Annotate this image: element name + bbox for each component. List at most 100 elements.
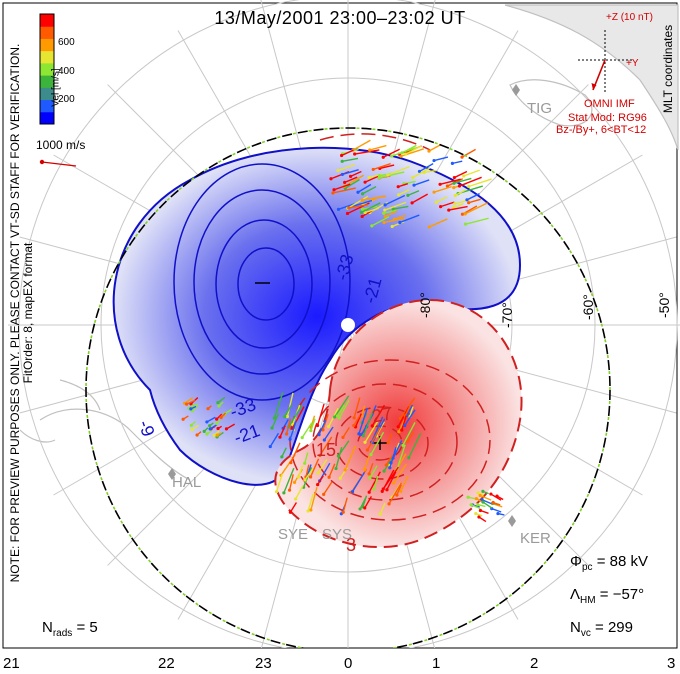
- vector-origin: [438, 182, 442, 186]
- n-vc-symbol: N: [570, 619, 581, 636]
- vector-origin: [322, 492, 326, 497]
- colorbar-swatch: [40, 99, 54, 113]
- velocity-vector: [318, 419, 327, 435]
- vector-origin: [460, 212, 465, 216]
- velocity-vector: [379, 171, 405, 179]
- velocity-vector: [404, 409, 416, 426]
- contour-label-pos-3: 3: [346, 535, 357, 555]
- velocity-vector: [338, 203, 356, 210]
- velocity-vector: [342, 169, 359, 176]
- vector-origin: [391, 207, 395, 211]
- colorbar-tick-200: 200: [58, 94, 75, 105]
- vector-origin: [390, 154, 394, 158]
- vector-origin: [356, 190, 360, 194]
- lambda-hm-symbol: Λ: [570, 586, 581, 603]
- colorbar-swatch: [40, 87, 54, 101]
- velocity-vector: [453, 202, 464, 209]
- velocity-vector: [347, 195, 369, 209]
- velocity-vector: [336, 404, 345, 417]
- velocity-vector: [393, 205, 409, 210]
- vector-origin: [392, 481, 396, 485]
- vector-origin: [282, 491, 286, 495]
- velocity-vector: [305, 464, 310, 478]
- vector-origin: [368, 476, 372, 480]
- vector-origin: [399, 154, 403, 158]
- vector-origin: [283, 414, 287, 419]
- vector-origin: [329, 177, 333, 181]
- colorbar-swatch: [40, 26, 54, 39]
- vector-origin: [378, 512, 382, 516]
- velocity-vector: [384, 201, 407, 211]
- vector-origin: [396, 425, 400, 429]
- velocity-vector: [453, 177, 472, 184]
- velocity-vector: [334, 395, 350, 418]
- velocity-vector: [403, 180, 416, 185]
- velocity-vector: [341, 149, 354, 157]
- vector-origin: [390, 224, 394, 229]
- vector-origin: [316, 483, 320, 487]
- vector-origin: [360, 214, 364, 219]
- vector-origin: [208, 424, 212, 428]
- pole-marker: [341, 318, 355, 332]
- velocity-vector: [368, 471, 381, 493]
- vector-origin: [478, 493, 482, 498]
- imf-z-label: +Z (10 nT): [606, 12, 653, 23]
- vector-origin: [385, 488, 389, 492]
- n-rads-sub: rads: [52, 628, 73, 639]
- vector-origin: [365, 448, 370, 452]
- velocity-vector: [379, 164, 395, 170]
- vector-origin: [181, 417, 185, 421]
- vector-origin: [466, 495, 470, 499]
- velocity-vector: [479, 494, 492, 501]
- vector-origin: [469, 503, 473, 507]
- vector-origin: [406, 439, 410, 444]
- velocity-vector: [396, 484, 402, 496]
- vector-origin: [272, 416, 276, 420]
- vector-origin: [352, 423, 356, 428]
- vector-origin: [478, 508, 483, 513]
- lambda-hm-stat: ΛHM = −57°: [570, 586, 644, 606]
- velocity-vector: [379, 502, 386, 515]
- velocity-vector: [384, 194, 406, 206]
- velocity-vector: [360, 405, 366, 416]
- vector-origin: [367, 472, 371, 476]
- vector-origin: [463, 212, 467, 216]
- velocity-vector: [362, 409, 375, 437]
- vector-origin: [294, 497, 298, 501]
- station-ker: KER: [520, 530, 551, 547]
- velocity-vector: [382, 466, 399, 490]
- vector-origin: [353, 152, 357, 156]
- phi-pc-stat: Φpc = 88 kV: [570, 553, 648, 573]
- vector-origin: [359, 210, 364, 215]
- colorbar-tick-400: 400: [58, 66, 75, 77]
- velocity-vector: [481, 499, 492, 505]
- velocity-vector: [337, 163, 356, 172]
- vector-origin: [397, 430, 401, 434]
- vector-origin: [453, 202, 457, 206]
- velocity-vector: [354, 149, 380, 155]
- velocity-vector: [286, 392, 294, 417]
- mlt-tick-22: 22: [158, 655, 175, 672]
- vector-origin: [410, 201, 414, 205]
- velocity-vector: [184, 397, 194, 404]
- velocity-vector: [387, 166, 410, 176]
- mlt-tick-0: 0: [344, 655, 353, 672]
- velocity-vector: [407, 431, 414, 442]
- vector-origin: [289, 461, 293, 465]
- vector-origin: [462, 174, 466, 178]
- velocity-vector: [387, 432, 393, 444]
- n-rads-stat: Nrads = 5: [42, 619, 98, 639]
- vector-origin: [216, 426, 220, 431]
- vector-origin: [336, 168, 340, 173]
- velocity-vector: [439, 178, 461, 185]
- vector-origin: [318, 453, 322, 457]
- vector-origin: [491, 500, 495, 505]
- vector-origin: [306, 509, 310, 513]
- vector-origin: [398, 416, 403, 420]
- vector-origin: [189, 423, 193, 427]
- vector-origin: [367, 490, 371, 494]
- vector-origin: [463, 222, 468, 226]
- vector-origin: [381, 155, 385, 159]
- vector-origin: [363, 180, 367, 184]
- vector-origin: [467, 184, 471, 189]
